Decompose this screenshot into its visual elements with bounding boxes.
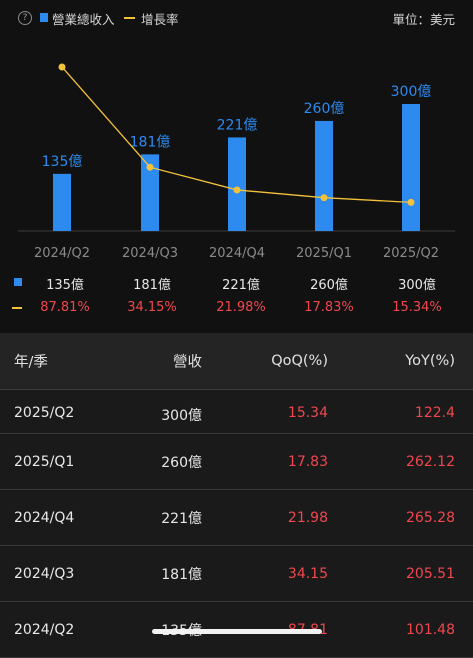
cell-qoq: 15.34: [287, 405, 328, 421]
bar-value-label: 221億: [217, 117, 258, 133]
growth-point: [233, 186, 241, 194]
revenue-growth-chart: 135億 181億 221億 260億 300億 2024/Q2 2024/Q3 2024/Q…: [18, 63, 455, 261]
table-row[interactable]: 2025/Q2 300億 15.34 122.4: [0, 390, 473, 434]
cell-revenue: 260億: [161, 454, 202, 471]
growth-swatch: [12, 307, 22, 309]
cell-period: 2024/Q4: [14, 509, 75, 526]
header-qoq[interactable]: QoQ(%): [271, 353, 328, 369]
revenue-bar: [53, 173, 71, 231]
unit-label: 單位：美元: [392, 12, 455, 27]
x-tick-label: 2024/Q3: [122, 246, 178, 261]
chart-legend: ? 營業總收入 增長率 單位：美元: [18, 9, 455, 27]
summary-growth-value: 87.81%: [40, 300, 90, 315]
summary-revenue-value: 135億: [46, 278, 84, 293]
growth-legend-swatch: [124, 17, 135, 19]
summary-growth-value: 17.83%: [304, 300, 354, 315]
header-period[interactable]: 年/季: [14, 354, 48, 371]
revenue-legend-label: 營業總收入: [52, 12, 115, 27]
table-header: 年/季 營收 QoQ(%) YoY(%): [0, 333, 473, 390]
cell-qoq: 34.15: [287, 565, 328, 582]
cell-yoy: 265.28: [406, 509, 455, 526]
cell-revenue: 300億: [161, 408, 202, 424]
cell-period: 2024/Q3: [14, 565, 75, 582]
summary-growth-value: 34.15%: [127, 300, 177, 315]
growth-point: [407, 198, 415, 206]
revenue-bar: [141, 154, 159, 231]
summary-growth-value: 21.98%: [216, 300, 266, 315]
revenue-bar: [228, 137, 246, 231]
revenue-table: 年/季 營收 QoQ(%) YoY(%) 2025/Q2 300億 15.34 …: [0, 333, 473, 658]
x-tick-label: 2024/Q2: [34, 246, 90, 261]
x-tick-label: 2025/Q2: [383, 246, 439, 261]
table-row[interactable]: 2025/Q1 260億 17.83 262.12: [0, 434, 473, 490]
growth-point: [320, 194, 328, 202]
cell-yoy: 122.4: [414, 405, 455, 421]
bar-value-label: 260億: [304, 101, 345, 117]
cell-period: 2025/Q2: [14, 405, 75, 421]
bar-value-label: 300億: [391, 84, 432, 100]
cell-yoy: 262.12: [406, 453, 455, 470]
bar-value-label: 135億: [42, 154, 83, 170]
growth-point: [58, 63, 66, 71]
growth-point: [146, 163, 154, 171]
cell-period: 2024/Q2: [14, 621, 75, 638]
cell-qoq: 21.98: [287, 509, 328, 526]
revenue-bar: [315, 120, 333, 231]
help-icon[interactable]: ?: [18, 11, 32, 25]
summary-revenue-value: 260億: [310, 278, 348, 293]
x-tick-label: 2024/Q4: [209, 246, 265, 261]
summary-revenue-row: 135億 181億 221億 260億 300億: [0, 272, 473, 293]
cell-revenue: 221億: [161, 510, 202, 527]
cell-revenue: 181億: [161, 566, 202, 583]
table-row[interactable]: 2024/Q3 181億 34.15 205.51: [0, 546, 473, 602]
revenue-swatch: [14, 278, 22, 286]
revenue-legend-swatch: [40, 13, 48, 22]
cell-yoy: 101.48: [406, 621, 455, 638]
home-indicator[interactable]: [152, 629, 322, 634]
summary-revenue-value: 181億: [133, 278, 171, 293]
summary-revenue-value: 300億: [398, 278, 436, 293]
x-tick-label: 2025/Q1: [296, 246, 352, 261]
summary-growth-value: 15.34%: [392, 300, 442, 315]
summary-growth-row: 87.81% 34.15% 21.98% 17.83% 15.34%: [0, 298, 473, 318]
cell-yoy: 205.51: [406, 565, 455, 582]
cell-period: 2025/Q1: [14, 453, 75, 470]
cell-qoq: 17.83: [287, 453, 328, 470]
header-yoy[interactable]: YoY(%): [405, 353, 455, 369]
header-revenue[interactable]: 營收: [173, 354, 202, 371]
table-row[interactable]: 2024/Q4 221億 21.98 265.28: [0, 490, 473, 546]
growth-legend-label: 增長率: [141, 12, 179, 27]
revenue-bar: [402, 104, 420, 231]
summary-revenue-value: 221億: [222, 278, 260, 293]
bar-value-label: 181億: [130, 134, 171, 150]
